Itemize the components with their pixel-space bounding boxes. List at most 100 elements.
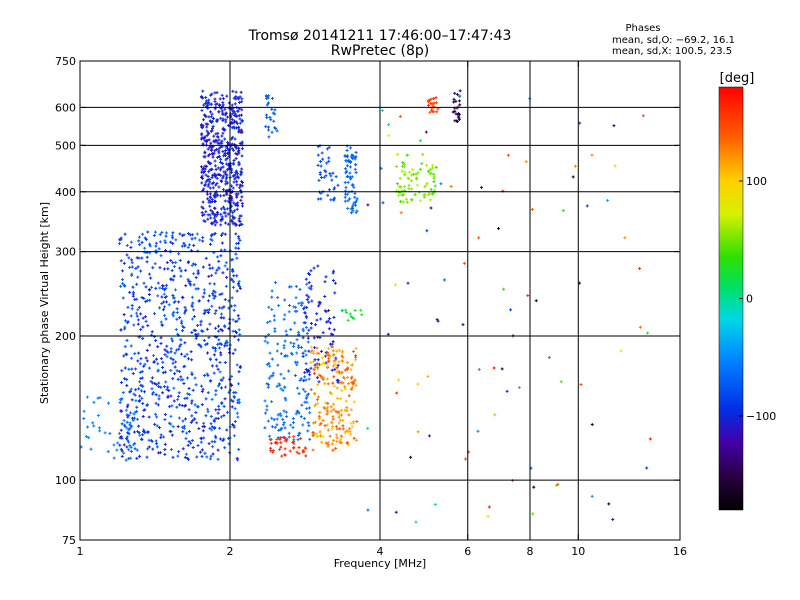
data-point: [413, 193, 417, 197]
data-point: [213, 206, 217, 210]
data-point: [332, 187, 336, 191]
data-point: [177, 391, 181, 395]
data-point: [283, 426, 287, 430]
data-point: [237, 447, 241, 451]
data-point: [289, 423, 293, 427]
data-point: [221, 131, 225, 135]
data-point: [214, 271, 218, 275]
data-point: [165, 355, 169, 359]
data-point: [129, 445, 133, 449]
data-point: [238, 117, 242, 121]
data-point: [129, 314, 133, 318]
data-point: [240, 154, 244, 158]
data-point: [190, 414, 194, 418]
data-point: [132, 323, 136, 327]
y-tick-label: 750: [55, 55, 76, 68]
data-point: [213, 175, 217, 179]
data-point: [233, 329, 237, 333]
data-point: [204, 397, 208, 401]
data-point: [214, 168, 218, 172]
data-point: [284, 329, 288, 333]
data-point: [407, 183, 411, 187]
data-point: [150, 330, 154, 334]
data-point: [216, 135, 220, 139]
data-point: [234, 246, 238, 250]
data-point: [345, 175, 349, 179]
data-point: [486, 514, 490, 518]
data-point: [147, 445, 151, 449]
data-point: [128, 443, 132, 447]
data-point: [185, 396, 189, 400]
data-point: [208, 186, 212, 190]
data-point: [270, 425, 274, 429]
data-point: [223, 397, 227, 401]
data-point: [590, 153, 594, 157]
data-point: [231, 211, 235, 215]
data-point: [213, 223, 217, 227]
data-point: [232, 119, 236, 123]
data-point: [296, 438, 300, 442]
data-point: [219, 223, 223, 227]
data-point: [225, 410, 229, 414]
data-point: [305, 407, 309, 411]
data-point: [462, 261, 466, 265]
data-point: [265, 103, 269, 107]
data-point: [153, 312, 157, 316]
data-point: [206, 391, 210, 395]
data-point: [334, 410, 338, 414]
data-point: [267, 361, 271, 365]
data-point: [212, 216, 216, 220]
data-point: [464, 457, 468, 461]
data-point: [302, 417, 306, 421]
data-point: [240, 100, 244, 104]
data-point: [223, 207, 227, 211]
data-point: [122, 354, 126, 358]
data-point: [225, 340, 229, 344]
data-point: [206, 217, 210, 221]
data-point: [213, 172, 217, 176]
data-point: [457, 94, 461, 98]
data-point: [148, 242, 152, 246]
data-point: [311, 448, 315, 452]
data-point: [269, 374, 273, 378]
data-point: [240, 147, 244, 151]
data-point: [224, 284, 228, 288]
data-point: [239, 113, 243, 117]
data-point: [307, 368, 311, 372]
data-point: [343, 199, 347, 203]
data-point: [395, 182, 399, 186]
data-point: [348, 197, 352, 201]
data-point: [121, 391, 125, 395]
data-point: [291, 421, 295, 425]
data-point: [206, 101, 210, 105]
data-point: [209, 234, 213, 238]
data-point: [281, 388, 285, 392]
data-point: [206, 374, 210, 378]
data-point: [316, 365, 320, 369]
data-point: [323, 424, 327, 428]
data-point: [339, 380, 343, 384]
data-point: [181, 447, 185, 451]
data-point: [192, 283, 196, 287]
data-point: [284, 410, 288, 414]
data-point: [103, 431, 107, 435]
data-point: [292, 305, 296, 309]
data-point: [154, 412, 158, 416]
data-point: [136, 265, 140, 269]
data-point: [164, 283, 168, 287]
data-point: [318, 160, 322, 164]
data-point: [431, 163, 435, 167]
data-point: [233, 221, 237, 225]
data-point: [127, 432, 131, 436]
data-point: [406, 281, 410, 285]
data-point: [212, 296, 216, 300]
data-point: [169, 278, 173, 282]
data-point: [235, 180, 239, 184]
data-point: [348, 171, 352, 175]
data-point: [158, 266, 162, 270]
data-point: [280, 454, 284, 458]
data-point: [223, 137, 227, 141]
data-point: [210, 112, 214, 116]
data-point: [171, 455, 175, 459]
data-point: [213, 311, 217, 315]
